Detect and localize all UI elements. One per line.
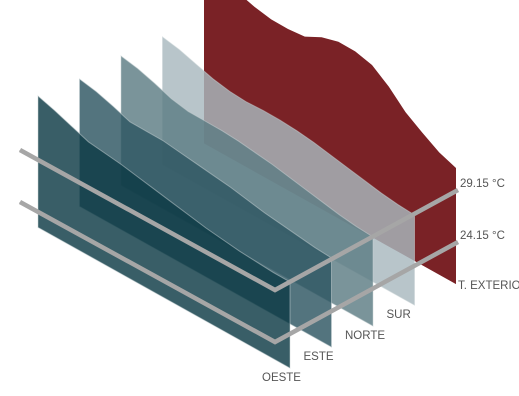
reference-line: [18, 200, 460, 345]
series-label: ESTE: [304, 351, 334, 363]
reference-lines: [18, 148, 460, 345]
series-label: SUR: [387, 309, 411, 321]
reference-line-label: 29.15 °C: [460, 178, 505, 190]
series-label: OESTE: [262, 372, 301, 384]
reference-line: [18, 148, 460, 293]
reference-line-label: 24.15 °C: [460, 230, 505, 242]
series-layers: [37, 0, 456, 369]
series-label: T. EXTERIOR: [458, 280, 519, 292]
series-label: NORTE: [345, 330, 385, 342]
series-layer-oeste: [37, 94, 291, 369]
